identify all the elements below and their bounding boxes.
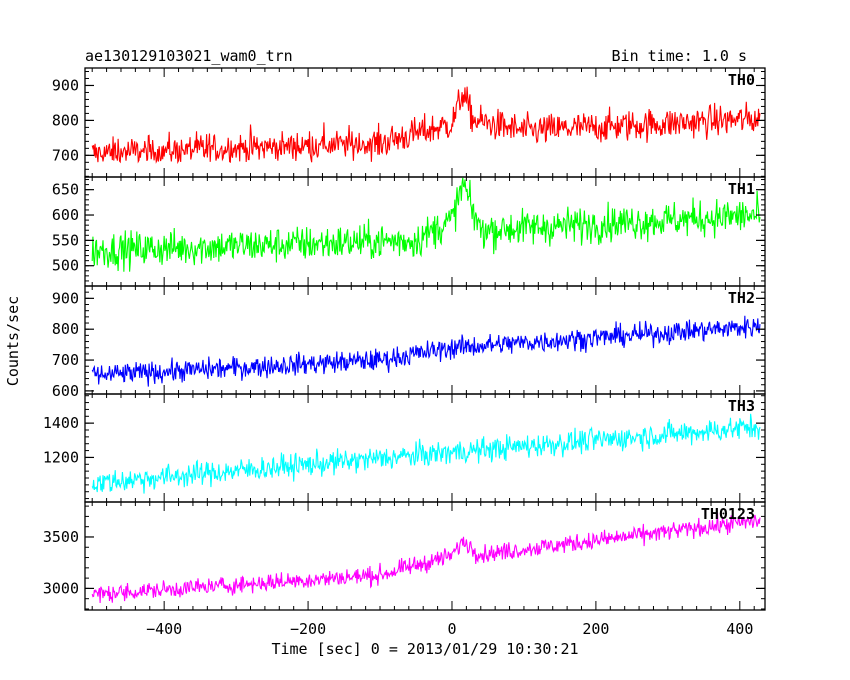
series-line-th3 (91, 413, 761, 494)
x-tick-label: −200 (290, 620, 326, 638)
panel-th0: 700 800 900 TH0 (52, 67, 766, 178)
y-tick-label: 700 (52, 351, 79, 369)
panel-frame (84, 501, 766, 611)
x-tick-label: 400 (726, 620, 753, 638)
series-name-th2: TH2 (728, 289, 755, 307)
y-tick-label: 550 (52, 231, 79, 249)
y-tick-label: 600 (52, 206, 79, 224)
y-tick-label: 900 (52, 289, 79, 307)
x-tick-label: −400 (146, 620, 182, 638)
panel-th2: 600 700 800 900 TH2 (52, 285, 766, 400)
series-line-th1 (91, 177, 761, 272)
series-line-th0 (91, 86, 761, 165)
y-tick-label: 650 (52, 181, 79, 199)
y-tick-label: 500 (52, 257, 79, 275)
panels-group: 700 800 900 TH0 500 550 600 650 TH1 600 700 800 900 T… (43, 67, 766, 611)
bin-time-label: Bin time: 1.0 s (612, 47, 747, 65)
y-tick-label: 1400 (43, 414, 79, 432)
series-name-th0123: TH0123 (701, 505, 755, 523)
y-tick-label: 900 (52, 76, 79, 94)
y-tick-label: 1200 (43, 448, 79, 466)
y-tick-label: 600 (52, 382, 79, 400)
panel-th1: 500 550 600 650 TH1 (52, 176, 766, 287)
y-tick-label: 800 (52, 320, 79, 338)
chart-title: ae130129103021_wam0_trn (85, 47, 293, 65)
panel-th0123: 3000 3500 TH0123 (43, 501, 766, 611)
series-name-th0: TH0 (728, 71, 755, 89)
series-name-th1: TH1 (728, 180, 755, 198)
y-tick-label: 700 (52, 146, 79, 164)
y-tick-label: 800 (52, 111, 79, 129)
x-tick-label: 200 (582, 620, 609, 638)
y-axis-label: Counts/sec (4, 296, 22, 386)
series-name-th3: TH3 (728, 397, 755, 415)
x-axis: −400 −200 0 200 400 (146, 620, 753, 638)
x-tick-label: 0 (447, 620, 456, 638)
y-tick-label: 3000 (43, 579, 79, 597)
x-axis-label: Time [sec] 0 = 2013/01/29 10:30:21 (271, 640, 578, 658)
y-tick-label: 3500 (43, 528, 79, 546)
panel-th3: 1200 1400 TH3 (43, 393, 766, 503)
series-line-th2 (91, 315, 761, 387)
series-line-th0123 (91, 512, 761, 604)
